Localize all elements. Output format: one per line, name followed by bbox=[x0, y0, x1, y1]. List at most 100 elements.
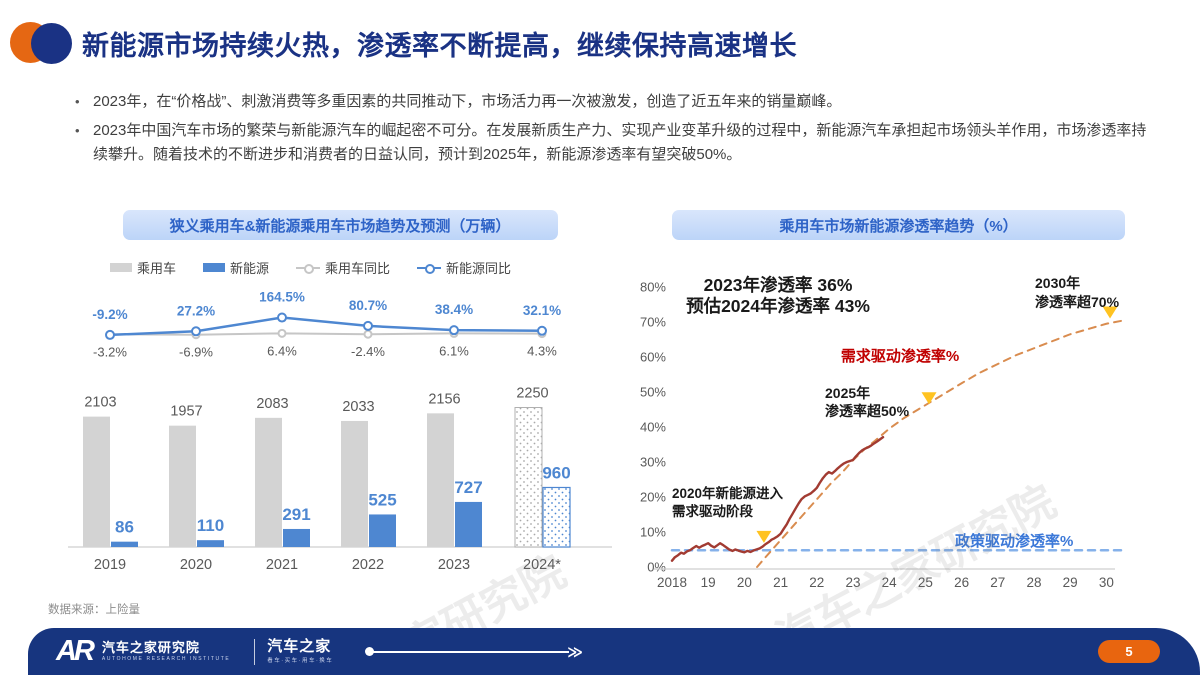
page-title: 新能源市场持续火热，渗透率不断提高，继续保持高速增长 bbox=[82, 30, 797, 61]
bullet-item: • 2023年中国汽车市场的繁荣与新能源汽车的崛起密不可分。在发展新质生产力、实… bbox=[75, 119, 1155, 166]
svg-text:渗透率超50%: 渗透率超50% bbox=[825, 403, 910, 419]
chart-panel-left: 狭义乘用车&新能源乘用车市场趋势及预测（万辆） 乘用车 新能源 乘用车同比 新能… bbox=[60, 205, 620, 675]
svg-text:20: 20 bbox=[737, 575, 752, 590]
legend-label: 新能源 bbox=[230, 261, 270, 276]
legend-swatch-blue-bar bbox=[203, 263, 226, 272]
svg-text:32.1%: 32.1% bbox=[523, 303, 561, 318]
org-block: 汽车之家研究院 AUTOHOME RESEARCH INSTITUTE bbox=[101, 639, 231, 663]
svg-text:24: 24 bbox=[882, 575, 898, 590]
legend-label: 新能源同比 bbox=[446, 261, 512, 276]
svg-text:2156: 2156 bbox=[428, 391, 460, 407]
bullet-text: 2023年中国汽车市场的繁荣与新能源汽车的崛起密不可分。在发展新质生产力、实现产… bbox=[93, 122, 1147, 163]
svg-text:27.2%: 27.2% bbox=[177, 303, 215, 318]
svg-text:164.5%: 164.5% bbox=[259, 290, 305, 305]
svg-text:-2.4%: -2.4% bbox=[351, 344, 385, 359]
svg-text:2103: 2103 bbox=[84, 395, 116, 411]
svg-text:4.3%: 4.3% bbox=[527, 344, 557, 359]
footer-divider bbox=[254, 638, 256, 665]
svg-text:50%: 50% bbox=[640, 385, 666, 400]
svg-text:26: 26 bbox=[954, 575, 969, 590]
svg-text:27: 27 bbox=[990, 575, 1005, 590]
legend-label: 乘用车同比 bbox=[325, 261, 391, 276]
svg-text:80%: 80% bbox=[640, 280, 666, 295]
navy-circle-icon bbox=[31, 23, 72, 64]
legend-swatch-blue-line bbox=[417, 263, 442, 274]
progress-line bbox=[373, 650, 570, 653]
svg-text:2019: 2019 bbox=[94, 557, 126, 573]
bullet-dot-icon: • bbox=[75, 94, 80, 109]
bullet-list: • 2023年，在“价格战”、刺激消费等多重因素的共同推动下，市场活力再一次被激… bbox=[75, 90, 1155, 172]
svg-text:80.7%: 80.7% bbox=[349, 298, 387, 313]
svg-text:6.1%: 6.1% bbox=[439, 343, 469, 358]
bar-line-chart: 2103 86 2019 1957 110 2020 2083 291 2021 2033 525 2… bbox=[68, 290, 612, 573]
legend-item-nev-yoy: 新能源同比 bbox=[417, 258, 511, 277]
svg-text:727: 727 bbox=[454, 478, 482, 497]
progress-dot-icon bbox=[365, 647, 375, 656]
ar-logo: AR bbox=[56, 635, 95, 667]
svg-text:2020年新能源进入: 2020年新能源进入 bbox=[672, 485, 784, 501]
left-chart-title: 狭义乘用车&新能源乘用车市场趋势及预测（万辆） bbox=[122, 210, 558, 240]
bullet-item: • 2023年，在“价格战”、刺激消费等多重因素的共同推动下，市场活力再一次被激… bbox=[75, 90, 1155, 113]
svg-text:22: 22 bbox=[809, 575, 824, 590]
svg-text:2083: 2083 bbox=[256, 396, 288, 412]
legend-swatch-gray-bar bbox=[110, 263, 132, 272]
svg-text:28: 28 bbox=[1026, 575, 1041, 590]
svg-text:2025年: 2025年 bbox=[825, 385, 870, 401]
org-name-en: AUTOHOME RESEARCH INSTITUTE bbox=[101, 655, 231, 662]
svg-text:-3.2%: -3.2% bbox=[93, 344, 127, 359]
org-name: 汽车之家研究院 bbox=[101, 639, 200, 655]
svg-text:政策驱动渗透率%: 政策驱动渗透率% bbox=[955, 532, 1073, 550]
svg-text:渗透率超70%: 渗透率超70% bbox=[1035, 294, 1120, 310]
svg-text:20%: 20% bbox=[640, 490, 666, 505]
svg-text:2021: 2021 bbox=[266, 557, 298, 573]
brand-name: 汽车之家 bbox=[267, 638, 332, 656]
page-number-pill: 5 bbox=[1098, 640, 1160, 663]
svg-text:2023: 2023 bbox=[438, 557, 470, 573]
svg-text:需求驱动阶段: 需求驱动阶段 bbox=[672, 503, 753, 519]
svg-text:1957: 1957 bbox=[170, 404, 202, 420]
svg-text:30: 30 bbox=[1099, 575, 1114, 590]
double-chevron-icon: ≫ bbox=[567, 643, 583, 661]
svg-text:60%: 60% bbox=[640, 350, 666, 365]
svg-text:需求驱动渗透率%: 需求驱动渗透率% bbox=[841, 347, 959, 365]
brand-block: 汽车之家 看车·买车·用车·换车 bbox=[267, 639, 333, 664]
svg-text:2018: 2018 bbox=[657, 575, 687, 590]
svg-text:29: 29 bbox=[1063, 575, 1078, 590]
svg-text:19: 19 bbox=[701, 575, 716, 590]
svg-text:291: 291 bbox=[282, 505, 310, 524]
svg-text:2250: 2250 bbox=[516, 386, 548, 402]
svg-text:38.4%: 38.4% bbox=[435, 302, 473, 317]
bullet-text: 2023年，在“价格战”、刺激消费等多重因素的共同推动下，市场活力再一次被激发，… bbox=[93, 93, 842, 110]
svg-text:30%: 30% bbox=[640, 455, 666, 470]
svg-text:960: 960 bbox=[542, 463, 570, 482]
svg-text:0%: 0% bbox=[647, 560, 666, 575]
header: 新能源市场持续火热，渗透率不断提高，继续保持高速增长 bbox=[10, 22, 797, 64]
svg-text:525: 525 bbox=[368, 490, 396, 509]
footer-bar: AR 汽车之家研究院 AUTOHOME RESEARCH INSTITUTE 汽… bbox=[28, 628, 1200, 675]
source-note: 数据来源：上险量 bbox=[48, 604, 140, 616]
legend-swatch-gray-line bbox=[296, 263, 321, 274]
svg-text:预估2024年渗透率 43%: 预估2024年渗透率 43% bbox=[686, 296, 870, 316]
svg-text:70%: 70% bbox=[640, 315, 666, 330]
legend-item-nev-bar: 新能源 bbox=[203, 258, 269, 277]
svg-text:10%: 10% bbox=[640, 525, 666, 540]
svg-text:2022: 2022 bbox=[352, 557, 384, 573]
svg-text:110: 110 bbox=[197, 516, 224, 535]
svg-text:2020: 2020 bbox=[180, 557, 212, 573]
progress-arrow: ≫ bbox=[365, 643, 583, 661]
left-chart-legend: 乘用车 新能源 乘用车同比 新能源同比 bbox=[60, 258, 620, 277]
svg-text:86: 86 bbox=[115, 518, 134, 537]
title-bullet-icon bbox=[10, 22, 72, 64]
svg-text:2024*: 2024* bbox=[523, 557, 561, 573]
svg-text:25: 25 bbox=[918, 575, 933, 590]
svg-text:40%: 40% bbox=[640, 420, 666, 435]
svg-text:2023年渗透率 36%: 2023年渗透率 36% bbox=[704, 275, 853, 295]
penetration-line-chart: 0% 10% 20% 30% 40% 50% 60% 70% 80% 2018 19 20 21 22 23… bbox=[640, 275, 1128, 590]
bullet-dot-icon: • bbox=[75, 123, 80, 139]
right-chart-title: 乘用车市场新能源渗透率趋势（%） bbox=[672, 210, 1125, 240]
brand-tagline: 看车·买车·用车·换车 bbox=[267, 657, 334, 664]
legend-item-passenger-yoy: 乘用车同比 bbox=[296, 258, 390, 277]
svg-text:2030年: 2030年 bbox=[1035, 275, 1080, 291]
svg-text:21: 21 bbox=[773, 575, 788, 590]
